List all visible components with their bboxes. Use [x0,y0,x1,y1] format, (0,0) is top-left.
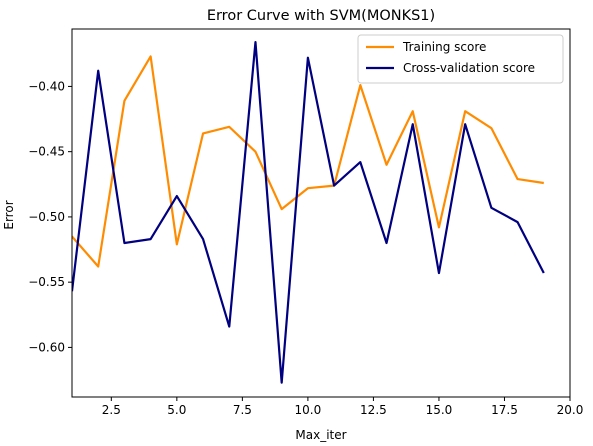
y-tick-label: −0.40 [28,79,65,93]
x-tick-label: 20.0 [557,403,584,417]
legend-box [357,34,564,84]
x-tick-label: 12.5 [360,403,387,417]
legend: Training score Cross-validation score [357,34,564,84]
y-tick-label: −0.55 [28,275,65,289]
y-axis: −0.40 −0.45 −0.50 −0.55 −0.60 [28,79,72,354]
y-tick-label: −0.60 [28,340,65,354]
x-axis: 2.5 5.0 7.5 10.0 12.5 15.0 17.5 20.0 [102,397,584,417]
plot-frame-background [72,29,570,397]
series-line-training-score [72,55,544,268]
plot-frame [71,28,571,398]
x-axis-label: Max_iter [295,428,346,442]
legend-label: Cross-validation score [403,61,535,75]
series-layer [72,40,545,384]
y-axis-label: Error [2,200,16,229]
chart-title: Error Curve with SVM(MONKS1) [207,8,435,24]
plot-area [71,28,571,398]
x-tick-label: 10.0 [295,403,322,417]
legend-label: Training score [402,40,486,54]
x-tick-label: 7.5 [233,403,252,417]
x-tick-label: 15.0 [426,403,453,417]
x-tick-label: 17.5 [491,403,518,417]
x-tick-label: 2.5 [102,403,121,417]
series-line-cross-validation-score [72,40,545,384]
x-tick-label: 5.0 [167,403,186,417]
y-tick-label: −0.50 [28,210,65,224]
y-tick-label: −0.45 [28,145,65,159]
